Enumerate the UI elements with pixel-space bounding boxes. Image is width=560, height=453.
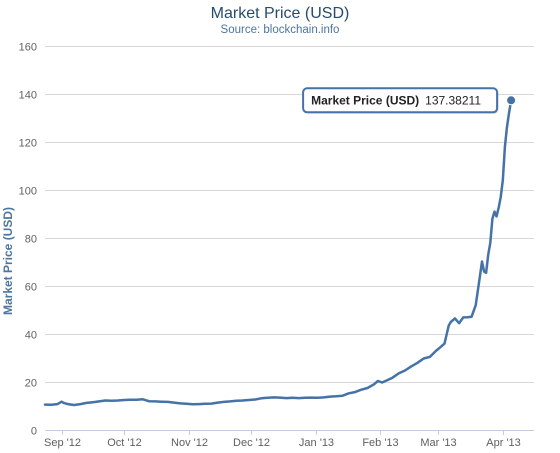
last-point-marker (506, 95, 517, 106)
y-axis-ticks: 0 20 40 60 80 100 120 140 160 (19, 42, 37, 438)
y-tick-label-60: 60 (25, 282, 37, 294)
y-axis-title: Market Price (USD) (1, 207, 15, 315)
y-tick-label-160: 160 (19, 42, 37, 54)
chart-title: Market Price (USD) (211, 5, 350, 22)
x-tick-label-2: Nov '12 (171, 437, 208, 449)
x-axis: Sep '12 Oct '12 Nov '12 Dec '12 Jan '13 Feb '… (44, 430, 534, 449)
y-tick-label-120: 120 (19, 138, 37, 150)
y-tick-label-100: 100 (19, 186, 37, 198)
x-tick-label-7: Apr '13 (486, 437, 521, 449)
x-tick-label-4: Jan '13 (299, 437, 334, 449)
series-line (43, 99, 513, 407)
tooltip: Market Price (USD) 137.38211 (302, 87, 499, 114)
x-tick-label-5: Feb '13 (362, 437, 398, 449)
grid-lines (45, 46, 534, 431)
y-tick-label-80: 80 (25, 234, 37, 246)
x-tick-label-1: Oct '12 (107, 437, 142, 449)
series-market-price (43, 95, 517, 407)
tooltip-series-label: Market Price (USD) (311, 93, 419, 107)
y-tick-label-140: 140 (19, 90, 37, 102)
tooltip-box (302, 87, 499, 114)
y-tick-label-0: 0 (31, 426, 37, 438)
y-tick-label-20: 20 (25, 378, 37, 390)
x-tick-label-0: Sep '12 (44, 437, 81, 449)
x-tick-label-6: Mar '13 (420, 437, 456, 449)
tooltip-text: Market Price (USD) 137.38211 (311, 93, 481, 107)
y-tick-label-40: 40 (25, 330, 37, 342)
x-tick-label-3: Dec '12 (233, 437, 270, 449)
chart-subtitle: Source: blockchain.info (221, 24, 340, 36)
tooltip-value: 137.38211 (425, 93, 481, 107)
